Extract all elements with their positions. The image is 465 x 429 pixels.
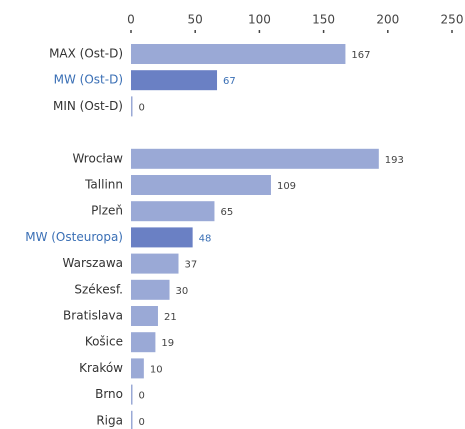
value-label: 10 bbox=[150, 364, 163, 375]
x-tick-label: 250 bbox=[441, 13, 464, 27]
value-label: 109 bbox=[277, 181, 296, 192]
value-label: 0 bbox=[139, 391, 145, 402]
value-label: 37 bbox=[185, 260, 198, 271]
y-tick-label: Wrocław bbox=[72, 151, 123, 165]
bar bbox=[131, 384, 133, 405]
value-label: 65 bbox=[220, 207, 233, 218]
y-tick-label: Tallinn bbox=[84, 178, 123, 192]
y-tick-label: Bratislava bbox=[63, 309, 123, 323]
bar bbox=[131, 410, 133, 429]
bar bbox=[131, 358, 144, 379]
bar bbox=[131, 44, 346, 64]
y-tick-label: MW (Osteuropa) bbox=[25, 230, 123, 244]
value-label: 0 bbox=[139, 102, 145, 113]
x-tick-label: 50 bbox=[188, 13, 203, 27]
x-tick-label: 150 bbox=[312, 13, 335, 27]
bar bbox=[131, 306, 158, 326]
y-tick-label: MIN (Ost-D) bbox=[53, 99, 123, 113]
x-tick-label: 100 bbox=[248, 13, 271, 27]
value-label: 21 bbox=[164, 312, 177, 323]
bar bbox=[131, 279, 170, 300]
x-tick-label: 0 bbox=[127, 13, 135, 27]
y-tick-label: Brno bbox=[95, 387, 123, 401]
bar bbox=[131, 227, 193, 248]
value-label: 67 bbox=[223, 76, 236, 87]
value-label: 167 bbox=[351, 50, 370, 61]
value-label: 30 bbox=[176, 286, 189, 297]
x-tick-label: 200 bbox=[376, 13, 399, 27]
value-label: 0 bbox=[139, 417, 145, 428]
value-label: 19 bbox=[161, 338, 174, 349]
y-tick-label: MW (Ost-D) bbox=[54, 73, 123, 87]
value-label: 193 bbox=[385, 155, 404, 166]
y-tick-label: Košice bbox=[85, 335, 123, 349]
y-tick-label: Riga bbox=[96, 413, 123, 427]
y-tick-label: Kraków bbox=[79, 361, 123, 375]
y-tick-label: Székesf. bbox=[74, 282, 123, 296]
y-tick-label: Plzeň bbox=[91, 204, 123, 218]
value-label: 48 bbox=[199, 233, 212, 244]
bar bbox=[131, 96, 133, 117]
y-tick-label: Warszawa bbox=[63, 256, 123, 270]
bar bbox=[131, 70, 218, 91]
bar bbox=[131, 148, 379, 169]
bar bbox=[131, 332, 156, 353]
bar bbox=[131, 201, 215, 222]
y-tick-label: MAX (Ost-D) bbox=[49, 47, 123, 61]
bar bbox=[131, 175, 271, 195]
bar bbox=[131, 253, 179, 274]
